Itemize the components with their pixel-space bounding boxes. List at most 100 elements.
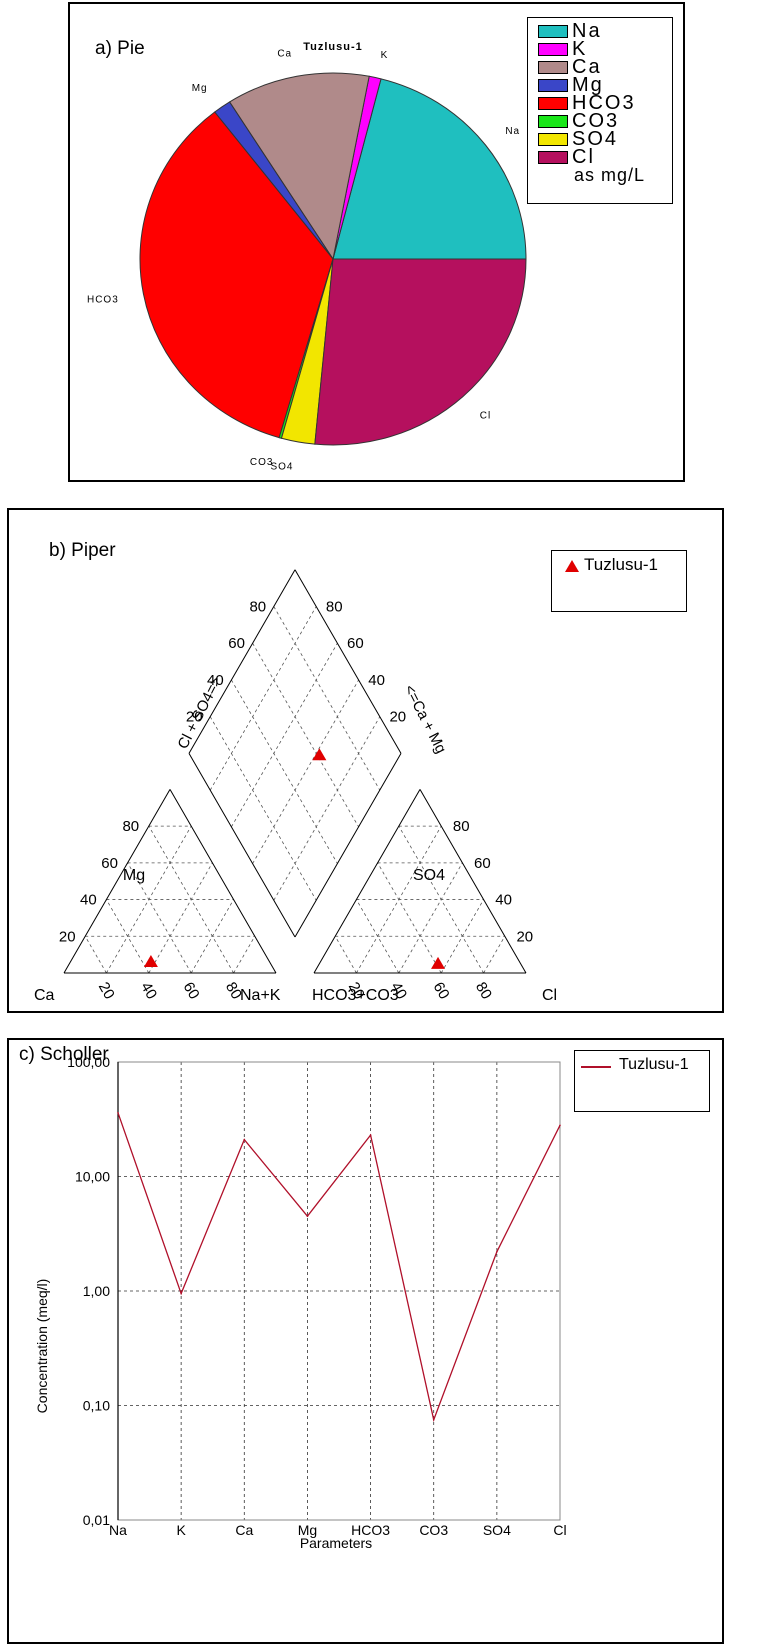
pie-label-mg: Mg xyxy=(192,83,208,94)
scholler-legend-line-icon xyxy=(581,1066,611,1068)
piper-label-ca: Ca xyxy=(34,987,55,1004)
pie-legend-swatch xyxy=(538,60,568,74)
pie-legend-swatch xyxy=(538,114,568,128)
anion-cl-tick: 80 xyxy=(472,979,495,1002)
piper-legend-marker-icon xyxy=(565,560,579,572)
scholler-xtick-label: SO4 xyxy=(483,1522,511,1538)
pie-slice-ca xyxy=(228,72,370,261)
anion-cl-tick: 60 xyxy=(430,979,453,1002)
piper-label-so4: SO4 xyxy=(413,867,445,884)
scholler-point-co3 xyxy=(432,1419,435,1421)
scholler-series-line xyxy=(117,1112,561,1423)
pie-label-k: K xyxy=(381,50,389,61)
pie-legend-label: K xyxy=(572,38,588,60)
anion-triangle-gridline xyxy=(483,936,506,974)
scholler-panel: c) Scholler 0,01 0,10 1,00 10,00 100,00 Na K C… xyxy=(7,1038,724,1644)
scholler-point-ca xyxy=(243,1138,246,1141)
diamond-camg-tick: 40 xyxy=(368,672,385,689)
pie-label-ca: Ca xyxy=(277,49,292,60)
pie-title: Tuzlusu-1 xyxy=(303,41,363,53)
anion-so4-tick: 80 xyxy=(453,818,470,835)
cation-triangle-gridline xyxy=(148,862,213,974)
scholler-xtick-label: Cl xyxy=(553,1522,566,1538)
piper-point-diamond xyxy=(312,748,327,761)
anion-triangle-gridline xyxy=(334,936,357,974)
anion-so4-tick: 60 xyxy=(474,855,491,872)
scholler-xlabel: Parameters xyxy=(300,1535,372,1551)
scholler-point-na xyxy=(117,1112,119,1114)
cation-mg-tick: 60 xyxy=(101,855,118,872)
diamond-gridline xyxy=(209,606,317,791)
scholler-xtick-label: Mg xyxy=(298,1522,317,1538)
pie-panel-label: a) Pie xyxy=(95,38,145,59)
cation-mg-tick: 40 xyxy=(80,892,97,909)
scholler-ytick-label: 0,01 xyxy=(83,1512,110,1528)
pie-legend-note: as mg/L xyxy=(574,165,646,185)
piper-label-hco3co3: HCO3+CO3 xyxy=(312,987,399,1004)
cation-ca-tick: 20 xyxy=(95,979,118,1002)
diamond-edge xyxy=(294,569,402,754)
cation-ca-tick: 60 xyxy=(180,979,203,1002)
diamond-gridline xyxy=(252,643,359,828)
anion-triangle-gridline xyxy=(356,899,400,974)
scholler-point-mg xyxy=(306,1215,309,1218)
piper-point-anion xyxy=(431,956,446,969)
pie-legend-item-cl: Cl xyxy=(538,147,595,167)
diamond-camg-tick: 20 xyxy=(389,709,406,726)
diamond-gridline xyxy=(209,716,317,901)
diamond-gridline xyxy=(252,679,359,864)
pie-legend-item-k: K xyxy=(538,38,588,60)
scholler-point-k xyxy=(180,1292,182,1295)
pie-label-co3: CO3 xyxy=(250,457,274,468)
pie-legend-swatch xyxy=(538,24,568,38)
piper-label-nak: Na+K xyxy=(240,987,281,1004)
pie-panel: a) Pie Tuzlusu-1 Na K Ca Mg HCO3 CO3 SO4 Cl Na K… xyxy=(68,2,685,482)
cation-ca-tick: 40 xyxy=(137,979,160,1002)
diamond-clso4-tick: 20 xyxy=(186,709,203,726)
anion-triangle-edge xyxy=(419,789,527,974)
pie-slice-hco3 xyxy=(139,111,334,439)
pie-legend-item-na: Na xyxy=(538,20,602,42)
piper-legend: Tuzlusu-1 xyxy=(551,550,687,612)
scholler-xtick-label: K xyxy=(176,1522,186,1538)
pie-legend-label: Na xyxy=(572,20,602,42)
piper-panel-label: b) Piper xyxy=(49,540,116,561)
pie-label-na: Na xyxy=(505,126,520,137)
cation-triangle-gridline xyxy=(84,936,107,974)
diamond-edge xyxy=(294,753,402,938)
diamond-camg-tick: 60 xyxy=(347,635,364,652)
cation-triangle-gridline xyxy=(233,936,256,974)
diamond-edge xyxy=(188,753,296,938)
scholler-point-hco3 xyxy=(369,1134,372,1136)
pie-legend-label: HCO3 xyxy=(572,92,636,114)
piper-label-camg: <=Ca + Mg xyxy=(400,682,449,756)
pie-legend-swatch xyxy=(538,78,568,92)
scholler-xtick-label: CO3 xyxy=(419,1522,448,1538)
pie-legend-item-co3: CO3 xyxy=(538,111,619,131)
pie-legend-swatch xyxy=(538,150,568,164)
pie-legend-label: SO4 xyxy=(572,128,619,150)
scholler-ytick-label: 1,00 xyxy=(83,1283,110,1299)
anion-so4-tick: 20 xyxy=(516,928,533,945)
scholler-legend-series-name: Tuzlusu-1 xyxy=(619,1056,689,1073)
piper-panel: b) Piper 20 40 60 80 80 60 40 20 20 40 60 80 20 40 60 8… xyxy=(7,508,724,1013)
pie-label-hco3: HCO3 xyxy=(87,294,119,305)
diamond-clso4-tick: 60 xyxy=(228,635,245,652)
anion-triangle-gridline xyxy=(398,825,484,974)
pie-legend-swatch xyxy=(538,96,568,110)
cation-ca-tick: 80 xyxy=(222,979,245,1002)
pie-slice-cl xyxy=(314,258,527,446)
scholler-xtick-label: Na xyxy=(109,1522,127,1538)
cation-triangle-edge xyxy=(169,789,277,974)
cation-triangle-edge xyxy=(63,789,171,974)
anion-so4-tick: 40 xyxy=(495,892,512,909)
scholler-chart: 0,01 0,10 1,00 10,00 100,00 Na K Ca Mg HCO3 CO3 SO… xyxy=(34,1054,567,1551)
scholler-ytick-label: 100,00 xyxy=(67,1054,110,1070)
piper-label-cl: Cl xyxy=(542,987,557,1004)
pie-label-cl: Cl xyxy=(480,410,491,421)
pie-legend-label: Ca xyxy=(572,56,602,78)
scholler-point-so4 xyxy=(496,1250,498,1253)
scholler-ytick-label: 10,00 xyxy=(75,1169,110,1185)
scholler-ytick-label: 0,10 xyxy=(83,1398,110,1414)
